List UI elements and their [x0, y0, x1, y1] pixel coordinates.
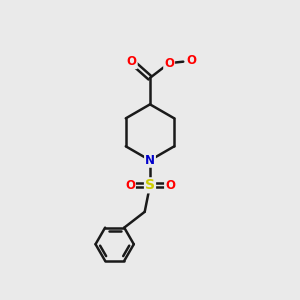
Text: O: O [187, 54, 196, 67]
Text: S: S [145, 178, 155, 192]
Text: N: N [145, 154, 155, 167]
Text: O: O [125, 179, 135, 192]
Text: O: O [127, 55, 137, 68]
Text: O: O [165, 179, 175, 192]
Text: O: O [164, 57, 174, 70]
